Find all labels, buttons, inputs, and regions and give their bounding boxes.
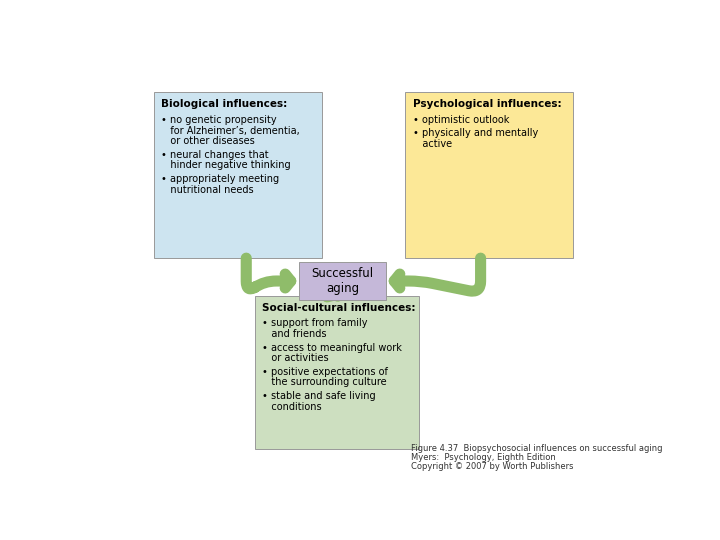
Text: • appropriately meeting: • appropriately meeting [161, 174, 279, 184]
Text: for Alzheimer’s, dementia,: for Alzheimer’s, dementia, [161, 125, 300, 136]
Text: • physically and mentally: • physically and mentally [413, 128, 538, 138]
Text: and friends: and friends [262, 329, 326, 339]
Text: or activities: or activities [262, 353, 328, 363]
Text: Psychological influences:: Psychological influences: [413, 99, 561, 109]
Text: • no genetic propensity: • no genetic propensity [161, 114, 277, 125]
Text: nutritional needs: nutritional needs [161, 185, 254, 194]
FancyBboxPatch shape [255, 295, 419, 449]
Text: conditions: conditions [262, 402, 322, 411]
Text: hinder negative thinking: hinder negative thinking [161, 160, 291, 171]
Text: • support from family: • support from family [262, 319, 367, 328]
Text: or other diseases: or other diseases [161, 136, 255, 146]
Text: • optimistic outlook: • optimistic outlook [413, 114, 509, 125]
Text: Biological influences:: Biological influences: [161, 99, 288, 109]
Text: Social-cultural influences:: Social-cultural influences: [262, 303, 415, 313]
Text: • access to meaningful work: • access to meaningful work [262, 342, 402, 353]
Text: Figure 4.37  Biopsychosocial influences on successful aging: Figure 4.37 Biopsychosocial influences o… [411, 444, 662, 453]
Text: active: active [413, 139, 451, 149]
Text: Myers:  Psychology, Eighth Edition: Myers: Psychology, Eighth Edition [411, 453, 556, 462]
Text: Copyright © 2007 by Worth Publishers: Copyright © 2007 by Worth Publishers [411, 462, 573, 471]
Text: Successful
aging: Successful aging [312, 267, 374, 295]
Text: • positive expectations of: • positive expectations of [262, 367, 388, 377]
Text: the surrounding culture: the surrounding culture [262, 377, 387, 388]
FancyBboxPatch shape [300, 262, 386, 300]
Text: • neural changes that: • neural changes that [161, 150, 269, 160]
Text: • stable and safe living: • stable and safe living [262, 391, 376, 401]
FancyBboxPatch shape [405, 92, 572, 258]
FancyBboxPatch shape [154, 92, 322, 258]
